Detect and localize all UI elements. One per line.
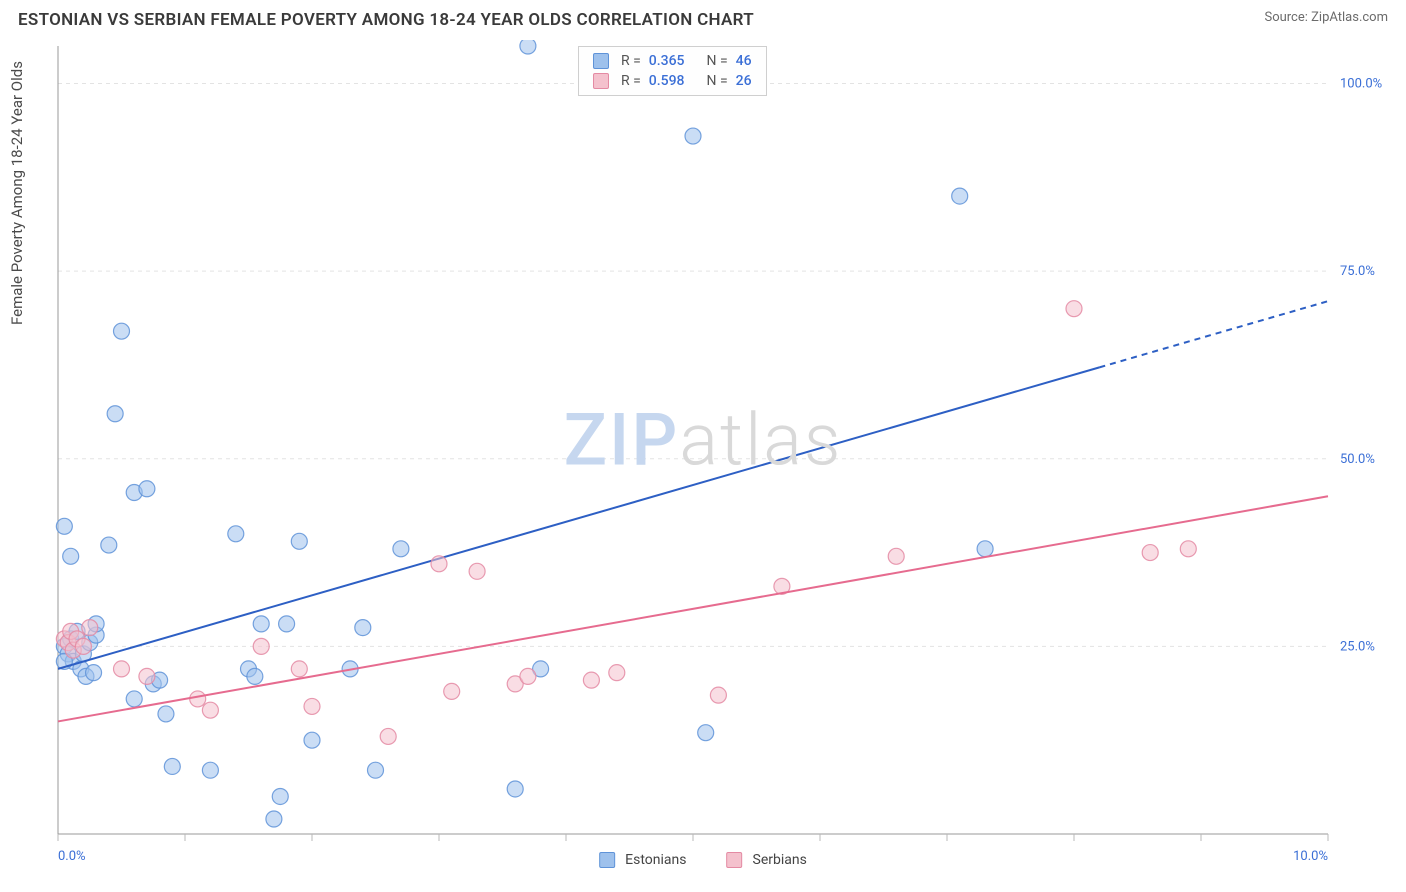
y-tick-label: 75.0% bbox=[1340, 264, 1375, 279]
point-serbians bbox=[583, 672, 599, 688]
x-tick-label: 0.0% bbox=[58, 849, 86, 864]
source-attribution: Source: ZipAtlas.com bbox=[1264, 10, 1388, 25]
regression-estonians bbox=[58, 367, 1099, 669]
legend-label: Serbians bbox=[753, 852, 807, 868]
point-estonians bbox=[247, 668, 263, 684]
point-serbians bbox=[431, 556, 447, 572]
regression-serbians bbox=[58, 496, 1328, 721]
stats-r-value: 0.598 bbox=[649, 73, 685, 89]
chart-container: Female Poverty Among 18-24 Year Olds 25.… bbox=[18, 40, 1388, 874]
point-estonians bbox=[698, 725, 714, 741]
point-estonians bbox=[86, 665, 102, 681]
point-serbians bbox=[82, 620, 98, 636]
point-serbians bbox=[202, 702, 218, 718]
point-estonians bbox=[107, 406, 123, 422]
point-estonians bbox=[279, 616, 295, 632]
point-estonians bbox=[355, 620, 371, 636]
point-estonians bbox=[685, 128, 701, 144]
regression-estonians-extrapolated bbox=[1099, 301, 1328, 367]
correlation-stats-box: R = 0.365 N = 46 R = 0.598 N = 26 bbox=[578, 46, 767, 96]
x-tick-label: 10.0% bbox=[1293, 849, 1328, 864]
point-estonians bbox=[304, 732, 320, 748]
legend-swatch-icon bbox=[727, 852, 743, 868]
point-serbians bbox=[520, 668, 536, 684]
stats-n-label: N = bbox=[707, 53, 728, 69]
point-serbians bbox=[291, 661, 307, 677]
y-tick-label: 25.0% bbox=[1340, 639, 1375, 654]
point-estonians bbox=[101, 537, 117, 553]
point-serbians bbox=[380, 728, 396, 744]
point-estonians bbox=[158, 706, 174, 722]
point-serbians bbox=[609, 665, 625, 681]
point-estonians bbox=[164, 758, 180, 774]
point-estonians bbox=[368, 762, 384, 778]
point-serbians bbox=[190, 691, 206, 707]
point-serbians bbox=[1142, 545, 1158, 561]
point-serbians bbox=[253, 638, 269, 654]
point-serbians bbox=[304, 698, 320, 714]
point-estonians bbox=[56, 518, 72, 534]
point-serbians bbox=[114, 661, 130, 677]
stats-r-label: R = bbox=[621, 73, 641, 89]
point-serbians bbox=[469, 563, 485, 579]
point-estonians bbox=[272, 788, 288, 804]
point-estonians bbox=[507, 781, 523, 797]
point-serbians bbox=[444, 683, 460, 699]
point-estonians bbox=[228, 526, 244, 542]
stats-n-value: 26 bbox=[736, 73, 752, 89]
point-serbians bbox=[75, 638, 91, 654]
chart-title: ESTONIAN VS SERBIAN FEMALE POVERTY AMONG… bbox=[18, 10, 754, 30]
point-estonians bbox=[139, 481, 155, 497]
point-serbians bbox=[139, 668, 155, 684]
stats-r-value: 0.365 bbox=[649, 53, 685, 69]
point-serbians bbox=[710, 687, 726, 703]
legend-label: Estonians bbox=[625, 852, 686, 868]
point-estonians bbox=[253, 616, 269, 632]
stats-r-label: R = bbox=[621, 53, 641, 69]
point-estonians bbox=[952, 188, 968, 204]
point-estonians bbox=[520, 40, 536, 54]
point-estonians bbox=[126, 691, 142, 707]
scatter-chart: 25.0% 50.0% 75.0% 100.0% 0.0% 10.0% bbox=[18, 40, 1388, 874]
point-serbians bbox=[888, 548, 904, 564]
y-tick-label: 100.0% bbox=[1340, 77, 1382, 92]
stats-row-estonians: R = 0.365 N = 46 bbox=[579, 51, 766, 71]
point-serbians bbox=[1066, 301, 1082, 317]
legend: Estonians Serbians bbox=[599, 852, 807, 868]
stats-n-label: N = bbox=[707, 73, 728, 89]
legend-item-serbians: Serbians bbox=[727, 852, 807, 868]
y-axis-label: Female Poverty Among 18-24 Year Olds bbox=[8, 61, 26, 325]
stats-swatch-icon bbox=[593, 73, 609, 89]
point-estonians bbox=[266, 811, 282, 827]
stats-row-serbians: R = 0.598 N = 26 bbox=[579, 71, 766, 91]
stats-n-value: 46 bbox=[736, 53, 752, 69]
legend-item-estonians: Estonians bbox=[599, 852, 686, 868]
y-tick-label: 50.0% bbox=[1340, 452, 1375, 467]
point-estonians bbox=[977, 541, 993, 557]
point-estonians bbox=[114, 323, 130, 339]
stats-swatch-icon bbox=[593, 53, 609, 69]
point-estonians bbox=[291, 533, 307, 549]
point-estonians bbox=[393, 541, 409, 557]
point-estonians bbox=[63, 548, 79, 564]
legend-swatch-icon bbox=[599, 852, 615, 868]
point-serbians bbox=[1180, 541, 1196, 557]
point-estonians bbox=[202, 762, 218, 778]
